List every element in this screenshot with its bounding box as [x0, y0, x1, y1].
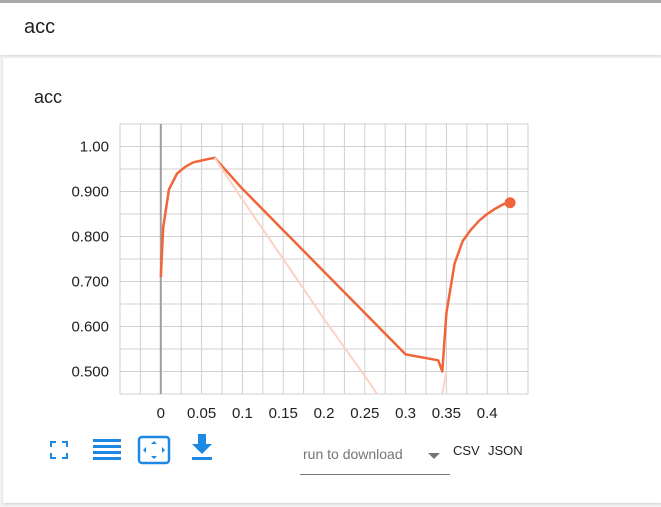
x-tick-label: 0.35: [432, 405, 461, 422]
csv-download-link[interactable]: CSV: [453, 443, 480, 458]
run-download-placeholder: run to download: [303, 446, 403, 462]
line-chart: 0 0.05 0.1 0.15 0.2 0.25 0.3 0.35 0.4 1.00 0.900 0.…: [71, 123, 529, 423]
fullscreen-icon[interactable]: [47, 438, 71, 462]
scalar-card: acc 0 0.05 0.1 0.15 0.2 0.25 0.3 0.35 0.4 1.00 0.9…: [3, 58, 661, 503]
y-tick-label: 0.800: [71, 229, 109, 246]
y-tick-label: 0.700: [71, 274, 109, 291]
x-tick-label: 0: [157, 405, 165, 422]
json-download-link[interactable]: JSON: [488, 443, 523, 458]
card-title: acc: [34, 87, 63, 107]
y-tick-label: 0.900: [71, 184, 109, 201]
chart-grid: [119, 123, 529, 395]
y-tick-label: 0.600: [71, 319, 109, 336]
chart-tick-labels: 0 0.05 0.1 0.15 0.2 0.25 0.3 0.35 0.4 1.00 0.900 0.…: [71, 139, 497, 423]
smoothed-series-line: [159, 156, 511, 373]
series-end-point: [504, 197, 516, 209]
top-header: acc: [0, 0, 661, 55]
x-tick-label: 0.1: [232, 405, 253, 422]
chart-series: [159, 156, 516, 394]
x-tick-label: 0.15: [269, 405, 298, 422]
x-tick-label: 0.05: [187, 405, 216, 422]
y-tick-label: 0.500: [71, 364, 109, 381]
raw-series-line: [441, 371, 448, 394]
list-lines-icon[interactable]: [92, 436, 122, 464]
chevron-down-icon: [428, 453, 440, 459]
header-title: acc: [24, 16, 56, 38]
raw-series-line: [213, 157, 379, 394]
x-tick-label: 0.2: [314, 405, 335, 422]
y-tick-label: 1.00: [80, 139, 109, 156]
fit-domain-icon[interactable]: [137, 435, 171, 465]
run-download-select[interactable]: run to download: [300, 441, 450, 475]
download-icon[interactable]: [189, 432, 215, 462]
x-tick-label: 0.3: [395, 405, 416, 422]
x-tick-label: 0.4: [477, 405, 498, 422]
x-tick-label: 0.25: [350, 405, 379, 422]
